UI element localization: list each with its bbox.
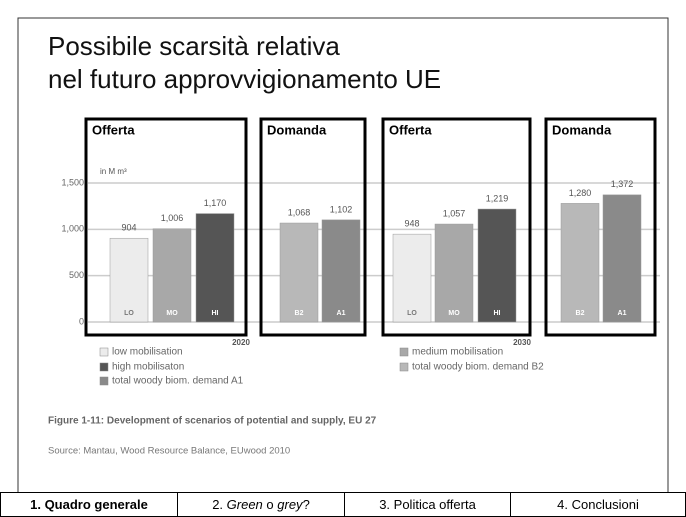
box-label: Domanda xyxy=(267,122,327,137)
group-label: 2020 xyxy=(232,338,250,347)
value-label: 904 xyxy=(121,223,136,233)
y-tick-label: 0 xyxy=(79,316,84,326)
group-label: 2030 xyxy=(513,338,531,347)
bar-label: B2 xyxy=(295,310,304,317)
bar xyxy=(109,237,149,323)
legend-swatch xyxy=(99,347,109,357)
bar-label: MO xyxy=(166,310,178,317)
bar-label: A1 xyxy=(618,310,627,317)
bar xyxy=(152,228,192,323)
legend-label: total woody biom. demand A1 xyxy=(112,376,244,387)
highlight-box xyxy=(381,117,532,337)
slide-title: Possibile scarsità relativa xyxy=(48,31,340,61)
nav-text: Green xyxy=(226,497,263,512)
value-label: 1,057 xyxy=(443,208,466,218)
figure-source: Source: Mantau, Wood Resource Balance, E… xyxy=(48,446,290,457)
value-label: 1,280 xyxy=(569,188,592,198)
bar-label: B2 xyxy=(576,310,585,317)
legend-label: medium mobilisation xyxy=(412,347,503,358)
value-label: 948 xyxy=(404,219,419,229)
legend-label: total woody biom. demand B2 xyxy=(412,362,544,373)
bar-label: HI xyxy=(212,310,219,317)
value-label: 1,372 xyxy=(611,179,634,189)
bar xyxy=(602,194,642,323)
bar xyxy=(195,213,235,323)
bar xyxy=(392,233,432,323)
nav-tab[interactable]: 2. Green o grey? xyxy=(177,492,345,517)
box-label: Domanda xyxy=(552,122,612,137)
box-label: Offerta xyxy=(389,122,432,137)
nav-tab[interactable]: 1. Quadro generale xyxy=(0,492,178,517)
highlight-box xyxy=(544,117,657,337)
nav-text: grey xyxy=(277,497,303,512)
nav-tab[interactable]: 4. Conclusioni xyxy=(510,492,686,517)
slide-frame xyxy=(17,17,669,492)
value-label: 1,170 xyxy=(204,198,227,208)
legend-swatch xyxy=(399,362,409,372)
bar xyxy=(434,223,474,323)
bar-label: A1 xyxy=(337,310,346,317)
legend-swatch xyxy=(399,347,409,357)
y-tick-label: 1,000 xyxy=(61,224,84,234)
value-label: 1,068 xyxy=(288,207,311,217)
value-label: 1,219 xyxy=(486,193,509,203)
bar xyxy=(477,208,517,323)
box-label: Offerta xyxy=(92,122,135,137)
value-label: 1,102 xyxy=(330,204,353,214)
legend-label: high mobilisaton xyxy=(112,362,184,373)
legend-swatch xyxy=(99,362,109,372)
bar xyxy=(279,222,319,323)
nav-text: ? xyxy=(302,497,310,512)
value-label: 1,006 xyxy=(161,213,184,223)
bar-label: LO xyxy=(124,310,134,317)
slide-canvas: Possibile scarsità relativa nel futuro a… xyxy=(17,17,669,492)
nav-text: 2. xyxy=(212,497,227,512)
unit-label: in M m³ xyxy=(100,167,127,176)
chart: in M m³ 0 500 1,000 1,500 904 LO 1,006 MO 1,170 HI… xyxy=(48,117,660,457)
nav-text: o xyxy=(262,497,278,512)
y-tick-label: 500 xyxy=(69,270,84,280)
nav-tab[interactable]: 3. Politica offerta xyxy=(344,492,511,517)
bar xyxy=(321,219,361,323)
bar-label: LO xyxy=(407,310,417,317)
bar-label: HI xyxy=(494,310,501,317)
legend-swatch xyxy=(99,376,109,386)
bar xyxy=(560,203,600,323)
bar-label: MO xyxy=(448,310,460,317)
legend-label: low mobilisation xyxy=(112,347,183,358)
figure-caption: Figure 1-11: Development of scenarios of… xyxy=(48,416,377,427)
y-tick-label: 1,500 xyxy=(61,177,84,187)
highlight-box xyxy=(259,117,367,337)
highlight-box xyxy=(84,117,248,337)
slide-title: nel futuro approvvigionamento UE xyxy=(48,64,441,94)
